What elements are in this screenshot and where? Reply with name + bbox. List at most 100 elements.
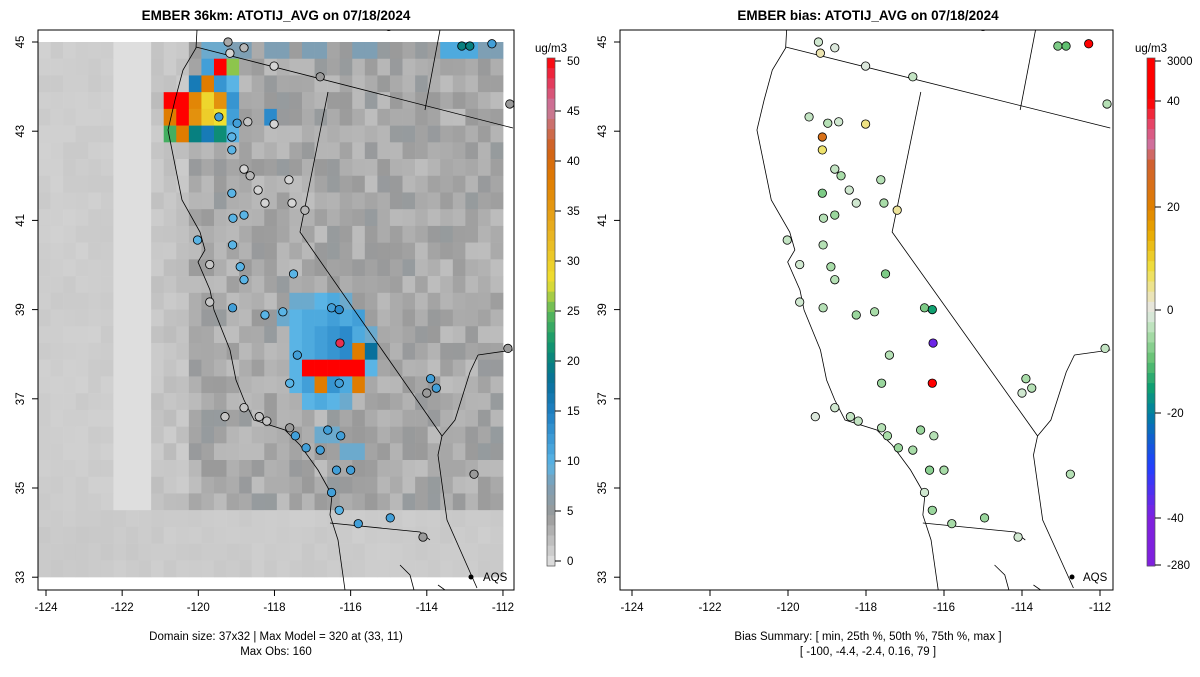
colorbar-tick-label: 40 <box>567 156 580 168</box>
grid-cell <box>176 493 190 511</box>
grid-cell <box>415 108 428 126</box>
grid-cell <box>213 476 227 494</box>
grid-cell <box>452 560 466 578</box>
grid-cell <box>213 560 227 578</box>
colorbar-frame <box>1146 57 1156 567</box>
grid-cell <box>477 309 491 327</box>
grid-cell <box>314 276 328 294</box>
state-border-line <box>424 30 441 111</box>
grid-cell <box>339 276 353 294</box>
grid-cell <box>75 259 89 277</box>
grid-cell <box>301 493 315 511</box>
colorbar-swatch <box>547 301 555 313</box>
grid-cell <box>188 209 202 227</box>
grid-cell <box>465 276 479 294</box>
grid-cell <box>314 342 328 360</box>
grid-cell <box>125 560 139 578</box>
grid-cell <box>364 175 378 193</box>
grid-cell <box>415 443 428 461</box>
grid-cell <box>415 393 428 411</box>
grid-cell <box>113 359 127 377</box>
bias-point <box>844 185 854 195</box>
grid-cell <box>113 42 127 60</box>
grid-cell <box>75 309 89 327</box>
grid-cell <box>125 92 139 110</box>
grid-cell <box>38 42 51 60</box>
grid-cell <box>188 476 202 494</box>
grid-cell <box>465 309 479 327</box>
grid-cell <box>352 560 366 578</box>
grid-cell <box>477 426 491 444</box>
grid-cell <box>176 560 190 578</box>
observation-point <box>431 383 441 393</box>
grid-cell <box>301 125 315 143</box>
colorbar-swatch <box>1147 545 1155 557</box>
grid-cell <box>50 276 64 294</box>
bias-point <box>834 117 844 127</box>
grid-cell <box>88 376 102 394</box>
grid-cell <box>427 225 441 243</box>
grid-cell <box>477 359 491 377</box>
grid-cell <box>314 92 328 110</box>
grid-cell <box>75 292 89 310</box>
colorbar-swatch <box>1147 454 1155 465</box>
grid-cell <box>402 108 416 126</box>
grid-cell <box>377 192 391 210</box>
grid-cell <box>465 510 479 528</box>
grid-cell <box>402 42 416 60</box>
grid-cell <box>176 142 190 160</box>
grid-cell <box>100 225 114 243</box>
grid-cell <box>138 543 152 561</box>
grid-cell <box>352 476 366 494</box>
grid-cell <box>452 543 466 561</box>
observation-point <box>220 412 230 422</box>
grid-cell <box>427 92 441 110</box>
grid-cell <box>352 543 366 561</box>
observation-point <box>331 465 342 475</box>
grid-cell <box>415 209 428 227</box>
bias-point <box>876 175 886 185</box>
grid-cell <box>63 476 77 494</box>
grid-cell <box>88 292 102 310</box>
grid-cell <box>151 510 164 528</box>
grid-cell <box>100 242 114 260</box>
grid-cell <box>301 225 315 243</box>
bias-point <box>927 505 937 515</box>
y-tick-label: 33 <box>15 571 27 584</box>
grid-cell <box>276 543 290 561</box>
grid-cell <box>38 108 51 126</box>
left-footer-line2: Max Obs: 160 <box>240 646 312 658</box>
grid-cell <box>352 376 366 394</box>
grid-cell <box>125 276 139 294</box>
observation-point <box>287 198 297 208</box>
colorbar-swatch <box>547 474 555 486</box>
grid-cell <box>440 526 454 544</box>
grid-cell <box>63 259 77 277</box>
grid-cell <box>364 159 378 177</box>
observation-point <box>503 343 513 354</box>
grid-cell <box>75 209 89 227</box>
observation-point <box>334 304 344 315</box>
grid-cell <box>352 342 366 360</box>
grid-cell <box>364 526 378 544</box>
grid-cell <box>339 476 353 494</box>
grid-cell <box>226 175 240 193</box>
grid-cell <box>176 242 190 260</box>
observation-point <box>465 41 475 51</box>
right-bias-points <box>782 30 1112 542</box>
colorbar-swatch <box>547 78 555 89</box>
grid-cell <box>63 58 77 76</box>
grid-cell <box>389 108 403 126</box>
grid-cell <box>264 259 278 277</box>
grid-cell <box>339 309 353 327</box>
grid-cell <box>201 142 215 160</box>
grid-cell <box>113 493 127 511</box>
grid-cell <box>201 526 215 544</box>
grid-cell <box>289 125 303 143</box>
colorbar-swatch <box>1147 251 1155 262</box>
colorbar-swatch <box>547 169 555 181</box>
colorbar-swatch <box>1147 169 1155 181</box>
grid-cell <box>364 292 378 310</box>
grid-cell <box>176 175 190 193</box>
grid-cell <box>452 460 466 478</box>
